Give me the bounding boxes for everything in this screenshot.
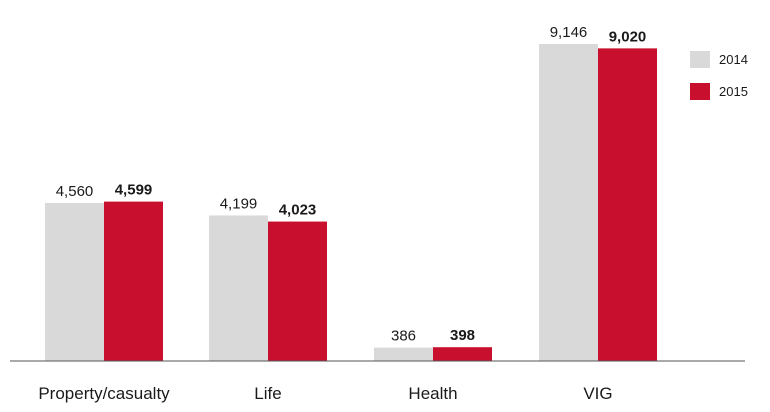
legend-swatch-2014 — [690, 51, 710, 68]
category-label-3: VIG — [583, 384, 612, 403]
category-label-1: Life — [254, 384, 281, 403]
legend-label-2014: 2014 — [719, 52, 748, 67]
bar-2015-1 — [268, 221, 327, 361]
bar-2014-3 — [539, 44, 598, 361]
value-labels-group: 4,560 4,599 4,199 4,023 386 398 9,146 9,020 — [56, 24, 647, 345]
value-label-2015-1: 4,023 — [279, 202, 317, 219]
legend: 2014 2015 — [690, 51, 748, 100]
value-label-2014-1: 4,199 — [220, 195, 258, 212]
bar-2014-1 — [209, 215, 268, 361]
legend-label-2015: 2015 — [719, 84, 748, 99]
value-label-2015-2: 398 — [450, 327, 475, 344]
legend-swatch-2015 — [690, 83, 710, 100]
category-labels-group: Property/casualty Life Health VIG — [38, 384, 612, 403]
bar-2014-0 — [45, 202, 104, 361]
bars-group — [45, 44, 657, 361]
value-label-2014-2: 386 — [391, 328, 416, 345]
value-label-2015-0: 4,599 — [115, 182, 153, 199]
bar-2015-3 — [598, 48, 657, 361]
category-label-2: Health — [408, 384, 457, 403]
bar-2015-0 — [104, 201, 163, 361]
category-label-0: Property/casualty — [38, 384, 170, 403]
bar-2015-2 — [433, 347, 492, 361]
bar-2014-2 — [374, 347, 433, 361]
value-label-2015-3: 9,020 — [609, 28, 647, 45]
value-label-2014-3: 9,146 — [550, 24, 588, 41]
value-label-2014-0: 4,560 — [56, 183, 94, 200]
